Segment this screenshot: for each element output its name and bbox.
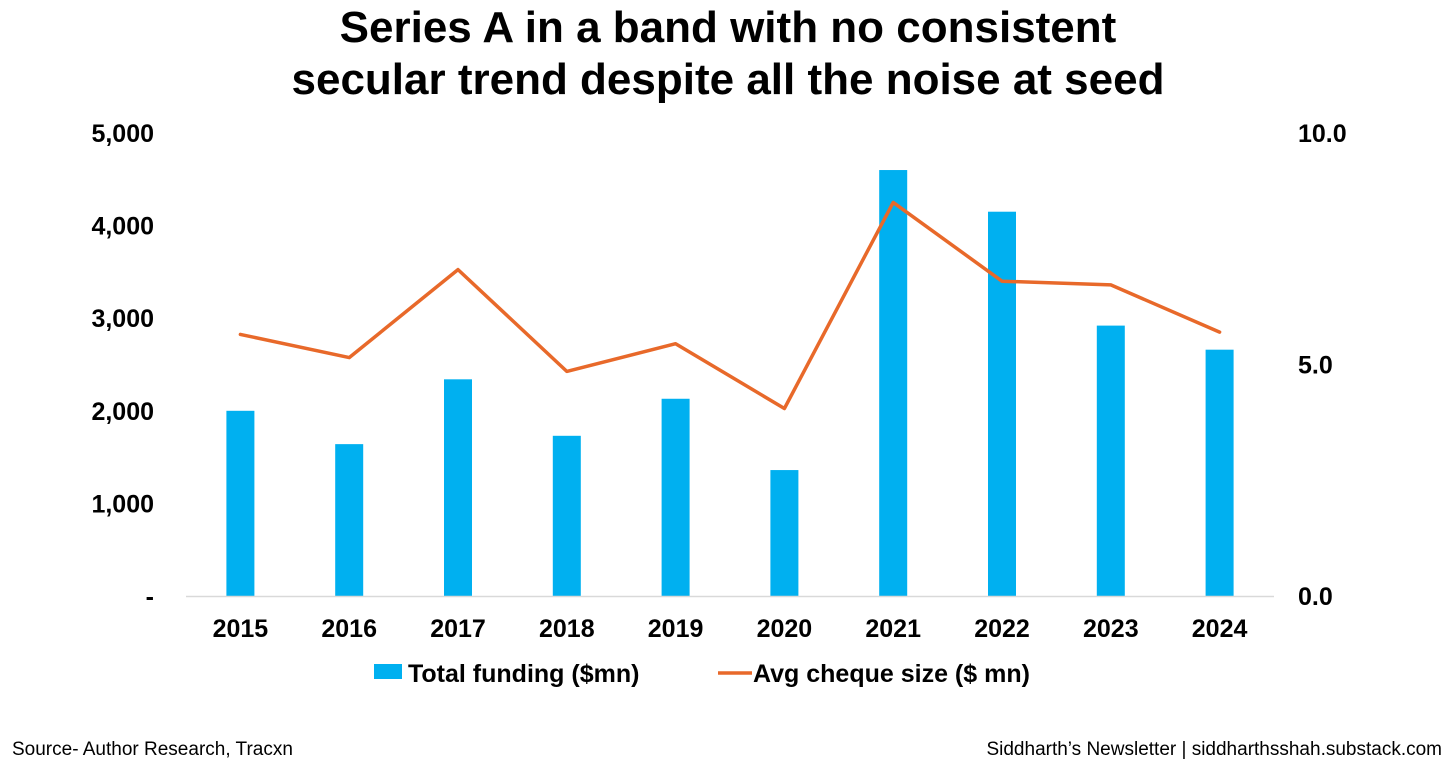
bar-total-funding [1205, 349, 1234, 596]
x-axis-tick-label: 2022 [974, 615, 1030, 643]
bar-total-funding [988, 211, 1016, 596]
x-axis-tick-label: 2024 [1192, 615, 1248, 643]
legend-label-avg-cheque: Avg cheque size ($ mn) [753, 660, 1030, 688]
right-axis-tick-label: 0.0 [1298, 583, 1333, 611]
bar-total-funding [335, 444, 364, 596]
title-line-1: Series A in a band with no consistent [339, 3, 1117, 52]
line-avg-cheque-size [238, 200, 1222, 411]
bar-total-funding [552, 435, 581, 596]
bar-total-funding [770, 470, 799, 596]
x-axis-tick-label: 2018 [539, 615, 595, 643]
source-note: Source- Author Research, Tracxn [12, 739, 293, 760]
left-axis-tick-label: 5,000 [91, 120, 154, 148]
left-axis-tick-label: 3,000 [91, 305, 154, 333]
newsletter-credit: Siddharth’s Newsletter | siddharthsshah.… [986, 739, 1442, 760]
left-axis-tick-label: 2,000 [91, 398, 154, 426]
x-axis-tick-label: 2017 [430, 615, 486, 643]
x-axis-tick-label: 2015 [213, 615, 269, 643]
x-axis-tick-label: 2021 [865, 615, 921, 643]
x-axis-tick-label: 2020 [757, 615, 813, 643]
right-axis-tick-label: 10.0 [1298, 120, 1347, 148]
x-axis-tick-label: 2019 [648, 615, 704, 643]
left-axis-tick-label: - [146, 583, 154, 611]
left-axis-tick-label: 4,000 [91, 213, 154, 241]
chart-title: Series A in a band with no consistent se… [0, 2, 1456, 106]
bar-total-funding [226, 410, 255, 596]
bar-total-funding [1096, 325, 1125, 596]
right-axis-tick-label: 5.0 [1298, 352, 1333, 380]
bar-total-funding [661, 398, 690, 596]
x-axis-tick-label: 2016 [321, 615, 377, 643]
bar-total-funding [444, 379, 472, 596]
legend-label-total-funding: Total funding ($mn) [408, 660, 639, 688]
bar-total-funding [879, 170, 908, 597]
legend-swatch-total-funding [374, 664, 402, 679]
x-axis-tick-label: 2023 [1083, 615, 1139, 643]
title-line-2: secular trend despite all the noise at s… [291, 55, 1165, 104]
left-axis-tick-label: 1,000 [91, 490, 154, 518]
